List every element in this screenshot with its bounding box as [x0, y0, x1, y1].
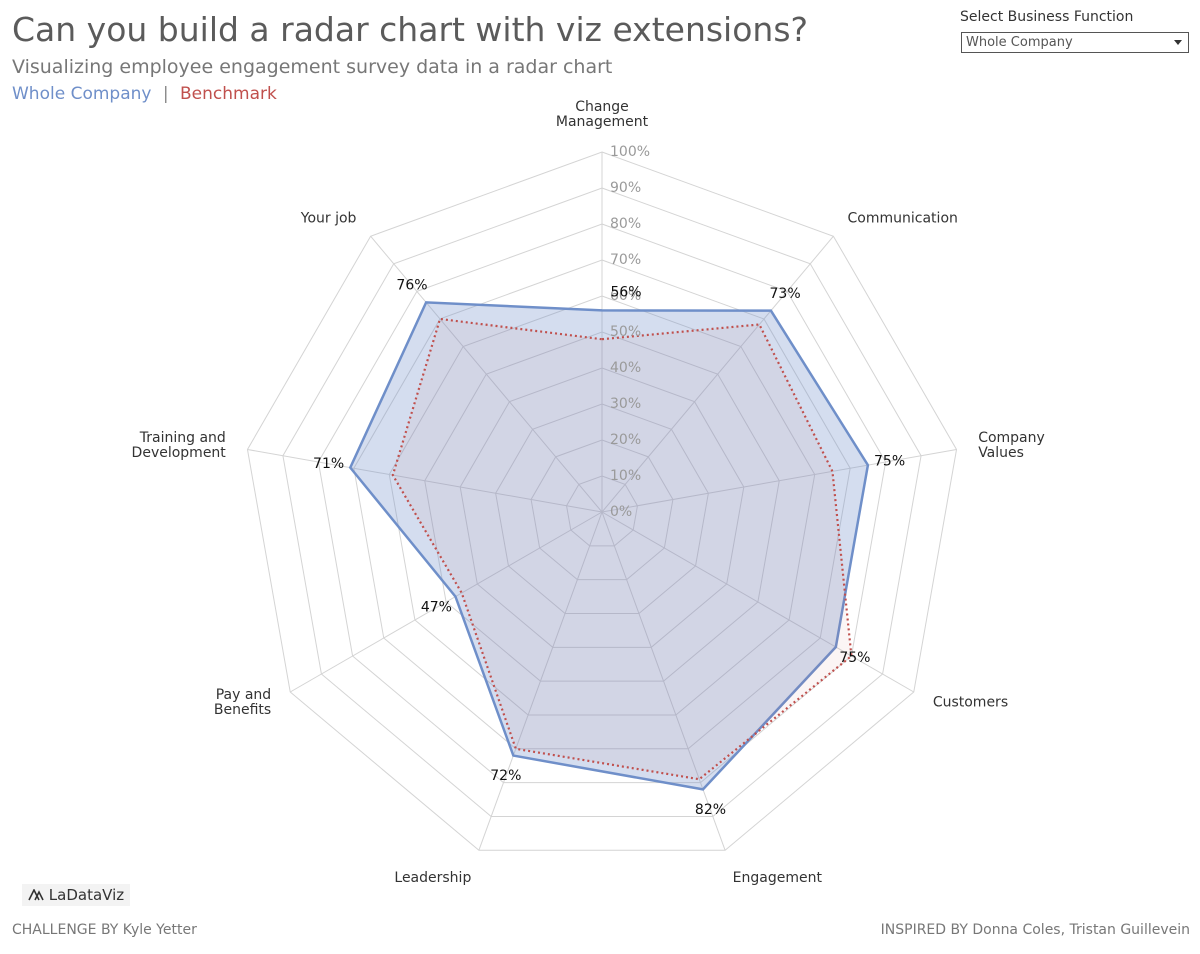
category-label: Company Values [978, 429, 1045, 461]
category-label: Engagement [732, 869, 822, 886]
y-tick-label: 0% [610, 504, 632, 520]
filter-label: Select Business Function [960, 9, 1134, 25]
logo-icon [28, 888, 44, 901]
axis-spoke [370, 235, 603, 513]
grid-ring [459, 367, 745, 648]
chart-subtitle: Visualizing employee engagement survey d… [12, 56, 613, 78]
category-label: Communication [847, 210, 958, 227]
grid-ring [566, 475, 638, 547]
value-label: 47% [421, 600, 452, 616]
credit: INSPIRED BY Donna Coles, Tristan Guillev… [880, 922, 1190, 938]
grid-ring [353, 259, 851, 750]
chart-title: Can you build a radar chart with viz ext… [12, 10, 809, 49]
dropdown-arrow [1174, 40, 1182, 45]
category-label: Pay and Benefits [213, 687, 272, 718]
category-label: Your job [300, 210, 357, 227]
value-label: 73% [770, 286, 801, 302]
grid-ring [388, 295, 816, 716]
axis-spoke [601, 511, 726, 851]
axis-spoke [601, 448, 957, 513]
y-tick-label: 40% [610, 360, 641, 376]
axis-spoke [601, 511, 915, 693]
y-tick-label: 20% [610, 432, 641, 448]
grid-ring [530, 439, 674, 581]
legend-entry[interactable]: Whole Company [12, 84, 152, 104]
y-tick-label: 80% [610, 216, 641, 232]
grid-ring [495, 403, 709, 614]
logo[interactable]: LaDataViz [22, 884, 131, 906]
category-label: Change Management [555, 99, 649, 130]
value-label: 71% [313, 456, 344, 472]
value-label: 75% [874, 453, 905, 469]
filter-dropdown[interactable]: Whole Company [961, 32, 1189, 53]
category-label: Training and Development [131, 429, 226, 461]
y-tick-label: 30% [610, 396, 641, 412]
credit: CHALLENGE BY Kyle Yetter [12, 922, 197, 938]
axis-spoke [247, 448, 603, 513]
grid-ring [317, 223, 887, 784]
logo-text: LaDataViz [48, 886, 125, 904]
category-label: Customers [932, 694, 1009, 711]
y-tick-label: 50% [610, 324, 641, 340]
filter-value: Whole Company [966, 35, 1073, 50]
grid-ring [246, 151, 958, 851]
y-tick-label: 90% [610, 180, 641, 196]
axis-spoke [478, 511, 603, 851]
category-label: Leadership [394, 869, 472, 886]
series-area [348, 301, 870, 791]
grid-ring [282, 187, 922, 817]
axis-spoke [601, 235, 834, 513]
legend-separator: | [162, 84, 169, 104]
legend-entry[interactable]: Benchmark [180, 84, 277, 104]
value-label: 75% [839, 650, 870, 666]
value-label: 72% [490, 768, 521, 784]
y-tick-label: 100% [610, 144, 650, 160]
y-tick-label: 10% [610, 468, 641, 484]
grid-ring [424, 331, 780, 682]
y-tick-label: 60% [610, 288, 641, 304]
series-area [391, 317, 853, 781]
y-tick-label: 70% [610, 252, 641, 268]
value-label: 76% [396, 278, 427, 294]
value-label: 56% [610, 284, 641, 300]
value-label: 82% [695, 802, 726, 818]
legend: Whole Company | Benchmark [12, 84, 283, 104]
axis-spoke [289, 511, 603, 693]
